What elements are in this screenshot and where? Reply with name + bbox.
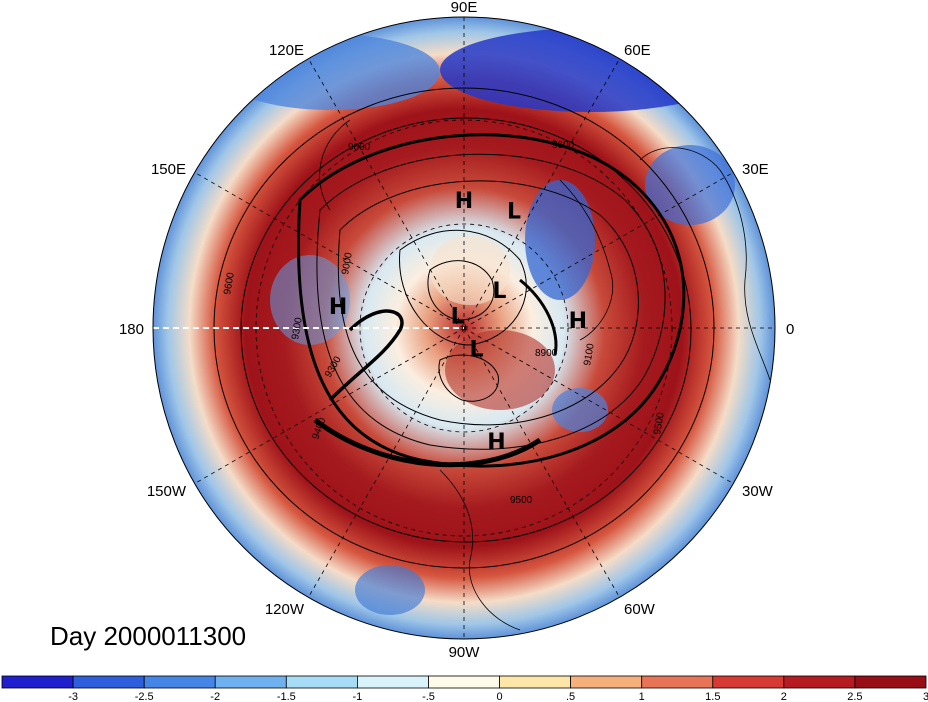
colorbar-tick-label: .5 bbox=[566, 691, 575, 702]
contour-label: 9600 bbox=[222, 271, 237, 295]
contour-label: 9100 bbox=[582, 342, 597, 366]
red-anomaly-patch bbox=[445, 330, 555, 410]
colorbar-tick-label: -3 bbox=[68, 691, 78, 702]
contour-labels: 9600 9600 9600 9500 9500 9400 9300 9300 … bbox=[222, 140, 667, 506]
high-pressure-mark: H bbox=[487, 430, 505, 455]
lon-label-120e: 120E bbox=[269, 42, 304, 59]
low-pressure-mark: L bbox=[507, 199, 521, 224]
colorbar-tick-label: -2 bbox=[210, 691, 220, 702]
colorbar-swatch bbox=[143, 675, 216, 689]
colorbar-tick-label: 1 bbox=[639, 691, 645, 702]
high-pressure-mark: H bbox=[455, 189, 473, 214]
high-pressure-mark: H bbox=[329, 295, 347, 320]
colorbar-swatch bbox=[72, 675, 145, 689]
low-pressure-mark: L bbox=[451, 305, 465, 330]
colorbar-swatch bbox=[356, 675, 429, 689]
coastlines bbox=[319, 119, 771, 631]
lon-label-60w: 60W bbox=[624, 601, 656, 618]
blue-anomaly-patch bbox=[645, 145, 735, 225]
lon-label-30w: 30W bbox=[742, 483, 774, 500]
lon-label-120w: 120W bbox=[265, 601, 305, 618]
lon-label-0: 0 bbox=[786, 321, 794, 338]
blue-anomaly-patch bbox=[552, 388, 608, 432]
colorbar-swatch bbox=[854, 675, 927, 689]
colorbar-swatch bbox=[1, 675, 74, 689]
colorbar-swatch bbox=[570, 675, 643, 689]
lon-label-90w: 90W bbox=[449, 644, 481, 661]
longitude-labels: 90E 60E 30E 0 30W 60W 90W 120W 150W 180 … bbox=[119, 0, 794, 661]
colorbar-swatch bbox=[428, 675, 500, 689]
colorbar: -3 -2.5 -2 -1.5 -1 -.5 0 .5 1 1.5 2 2.5 3 bbox=[1, 675, 928, 702]
lon-label-180: 180 bbox=[119, 321, 144, 338]
lon-label-30e: 30E bbox=[742, 161, 769, 178]
height-contours bbox=[213, 87, 715, 569]
colorbar-swatch bbox=[641, 675, 714, 689]
blue-anomaly-patch bbox=[440, 28, 740, 112]
high-pressure-mark: H bbox=[569, 309, 587, 334]
colorbar-swatch bbox=[499, 675, 571, 689]
blue-anomaly-patch bbox=[525, 180, 595, 300]
colorbar-tick-label: 1.5 bbox=[705, 691, 720, 702]
contour-label: 9600 bbox=[552, 140, 575, 151]
colorbar-swatch bbox=[285, 675, 358, 689]
colorbar-tick-label: 3 bbox=[923, 691, 928, 702]
low-pressure-mark: L bbox=[469, 338, 483, 363]
lon-label-90e: 90E bbox=[451, 0, 478, 16]
day-label: Day 2000011300 bbox=[50, 621, 246, 651]
lon-label-150w: 150W bbox=[147, 483, 187, 500]
map-boundary bbox=[152, 16, 776, 640]
lon-label-150e: 150E bbox=[151, 161, 186, 178]
blue-anomaly-patch bbox=[355, 565, 425, 615]
contour-label: 9300 bbox=[290, 316, 305, 340]
colorbar-tick-label: -.5 bbox=[422, 691, 435, 702]
contour-label: 9600 bbox=[348, 142, 371, 153]
colorbar-tick-label: -1 bbox=[353, 691, 363, 702]
colorbar-swatch bbox=[783, 675, 856, 689]
colorbar-swatch bbox=[214, 675, 287, 689]
contour-label: 9000 bbox=[340, 251, 355, 275]
contour-label: 9500 bbox=[652, 411, 667, 435]
red-anomaly-patch bbox=[430, 235, 510, 305]
colorbar-tick-label: 2.5 bbox=[847, 691, 862, 702]
blue-anomaly-patch bbox=[270, 255, 350, 345]
graticule bbox=[193, 17, 775, 639]
colorbar-tick-label: -1.5 bbox=[277, 691, 296, 702]
colorbar-swatch bbox=[712, 675, 785, 689]
colorbar-tick-label: 2 bbox=[781, 691, 787, 702]
contour-label: 8900 bbox=[535, 348, 558, 359]
lon-label-60e: 60E bbox=[624, 42, 651, 59]
colorbar-tick-label: 0 bbox=[496, 691, 502, 702]
low-pressure-mark: L bbox=[492, 279, 506, 304]
blue-anomaly-patch bbox=[220, 34, 440, 110]
colorbar-tick-label: -2.5 bbox=[135, 691, 154, 702]
contour-label: 9500 bbox=[510, 495, 533, 506]
